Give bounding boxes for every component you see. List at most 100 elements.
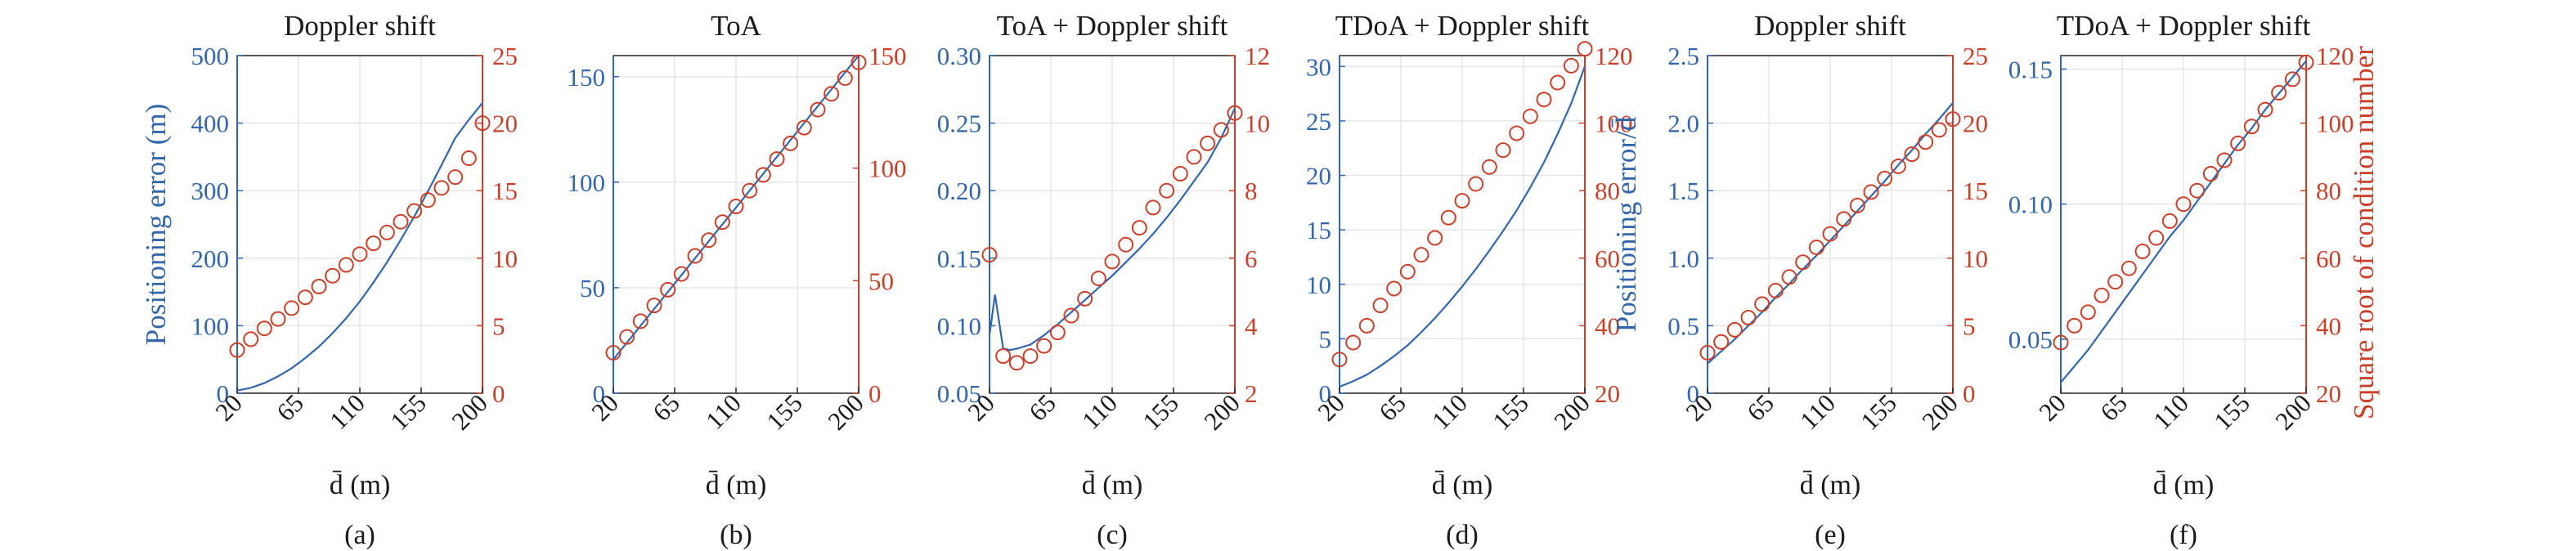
left-y-tick-label: 400 — [191, 110, 230, 138]
x-tick-label: 155 — [1137, 388, 1184, 436]
series-marker — [1399, 263, 1416, 280]
series-marker — [325, 267, 341, 284]
series-marker — [2216, 152, 2233, 168]
series-marker — [1877, 170, 1893, 186]
x-tick-label: 20 — [586, 388, 624, 427]
right-y-tick-label: 20 — [1595, 379, 1620, 408]
series-marker — [1849, 197, 1865, 213]
left-axis-label: Positioning error (m) — [140, 104, 172, 346]
series-marker — [810, 101, 826, 118]
x-tick-label: 200 — [446, 388, 493, 436]
series-marker — [1213, 122, 1229, 138]
right-y-tick-label: 0 — [1963, 379, 1976, 408]
panel-caption: (e) — [1815, 520, 1846, 550]
left-y-tick-label: 300 — [191, 177, 230, 205]
left-y-tick-label: 0.15 — [2008, 56, 2053, 84]
series-marker — [1945, 111, 1961, 128]
x-axis-label: d̄ (m) — [1432, 470, 1493, 500]
series-marker — [1563, 57, 1579, 74]
left-y-tick-label: 100 — [568, 168, 606, 197]
series-marker — [1754, 296, 1770, 312]
x-tick-label: 65 — [2094, 388, 2133, 427]
series-marker — [1931, 122, 1947, 138]
panel-caption: (b) — [720, 520, 752, 550]
series-marker — [1536, 92, 1552, 108]
series-marker — [2053, 334, 2069, 351]
series-marker — [2298, 54, 2314, 70]
series-marker — [850, 54, 867, 70]
x-tick-label: 155 — [761, 388, 808, 436]
left-y-tick-label: 0.5 — [1667, 311, 1699, 340]
right-y-tick-label: 15 — [1963, 177, 1988, 205]
series-marker — [1358, 317, 1375, 334]
series-marker — [1022, 348, 1039, 365]
left-y-tick-label: 0.25 — [937, 110, 981, 138]
panel-caption: (c) — [1097, 520, 1128, 550]
x-tick-label: 110 — [324, 388, 370, 435]
right-y-tick-label: 12 — [1245, 42, 1270, 70]
series-marker — [2175, 196, 2192, 213]
series-marker — [311, 278, 327, 294]
series-marker — [352, 246, 368, 262]
series-marker — [2284, 71, 2300, 87]
series-marker — [2067, 317, 2083, 334]
x-axis-label: d̄ (m) — [330, 470, 391, 500]
x-tick-label: 65 — [1373, 388, 1411, 427]
right-y-tick-label: 5 — [492, 311, 505, 340]
right-y-tick-label: 0 — [868, 379, 882, 408]
series-marker — [1186, 149, 1202, 165]
series-marker — [1077, 290, 1093, 307]
series-marker — [2230, 135, 2246, 151]
x-tick-label: 110 — [1794, 388, 1841, 435]
series-marker — [2161, 213, 2178, 229]
series-line — [236, 102, 483, 392]
series-marker — [1808, 240, 1824, 256]
left-y-tick-label: 50 — [580, 274, 605, 302]
series-marker — [1036, 338, 1052, 354]
series-marker — [379, 224, 395, 240]
series-marker — [406, 203, 423, 219]
left-y-tick-label: 1.0 — [1667, 244, 1699, 273]
series-marker — [474, 115, 491, 132]
series-marker — [619, 329, 635, 345]
series-line — [1339, 65, 1586, 388]
series-marker — [1495, 142, 1511, 159]
series-marker — [1063, 307, 1079, 324]
x-axis-label: d̄ (m) — [2153, 470, 2215, 500]
x-tick-label: 20 — [1312, 388, 1350, 427]
left-axis-label: Positioning error/d̄ — [1610, 116, 1642, 332]
series-marker — [1454, 193, 1470, 209]
x-tick-label: 200 — [822, 388, 869, 436]
left-y-tick-label: 500 — [191, 42, 230, 70]
panel-caption: (a) — [344, 520, 375, 550]
series-marker — [447, 169, 464, 186]
right-y-tick-label: 100 — [1595, 110, 1633, 138]
series-marker — [1104, 253, 1120, 270]
series-marker — [1468, 176, 1484, 192]
left-y-tick-label: 1.5 — [1667, 177, 1699, 205]
right-y-tick-label: 25 — [492, 42, 518, 70]
series-marker — [420, 192, 436, 208]
left-y-tick-label: 2.0 — [1667, 110, 1699, 138]
series-marker — [1427, 230, 1443, 246]
left-y-tick-label: 0 — [1319, 379, 1332, 408]
x-tick-label: 200 — [1198, 388, 1245, 436]
right-y-tick-label: 10 — [1963, 244, 1988, 273]
series-marker — [256, 320, 272, 337]
series-marker — [1345, 334, 1362, 351]
series-marker — [1781, 269, 1797, 285]
series-marker — [1767, 282, 1784, 298]
series-marker — [981, 247, 998, 263]
series-marker — [995, 348, 1012, 365]
right-y-tick-label: 50 — [868, 267, 894, 295]
series-marker — [338, 257, 354, 273]
series-marker — [632, 313, 648, 329]
series-marker — [1726, 321, 1743, 338]
x-tick-label: 110 — [1076, 388, 1123, 435]
x-tick-label: 155 — [1487, 388, 1534, 436]
right-y-tick-label: 20 — [2316, 379, 2341, 408]
series-marker — [605, 344, 622, 361]
x-tick-label: 20 — [1680, 388, 1718, 427]
series-marker — [673, 266, 689, 282]
left-y-tick-label: 200 — [191, 244, 230, 273]
